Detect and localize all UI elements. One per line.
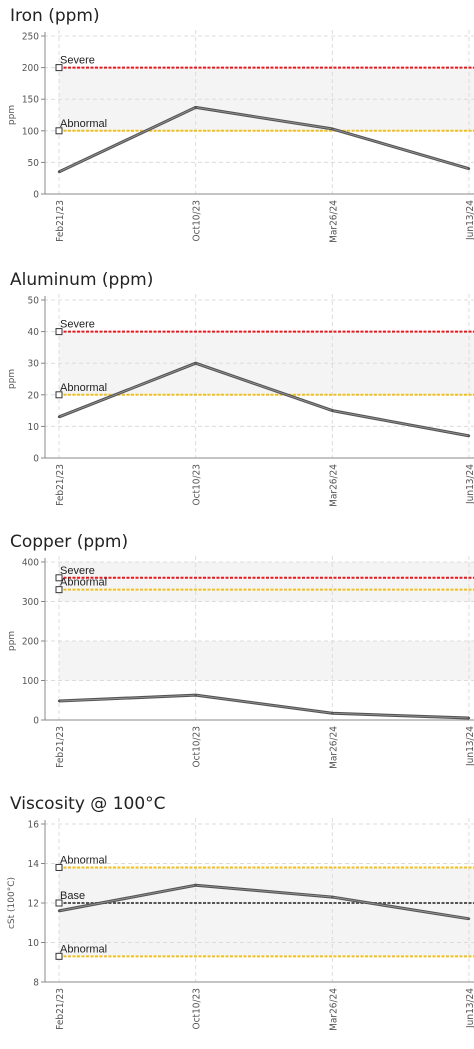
- chart-panel-viscosity: Viscosity @ 100°C 8 10 12 14 16 cSt (100°C) Fe…: [0, 788, 474, 1049]
- data-point: [194, 884, 197, 887]
- x-tick-label: Jun13/24: [465, 464, 474, 505]
- x-tick-label: Jun13/24: [465, 726, 474, 767]
- x-tick-label: Oct10/23: [192, 988, 203, 1029]
- limit-marker: [55, 328, 63, 336]
- y-tick-label: 200: [22, 63, 39, 74]
- data-point: [467, 917, 471, 920]
- data-point: [331, 409, 334, 412]
- x-tick-label: Jun13/24: [465, 988, 474, 1029]
- data-point: [467, 434, 471, 438]
- x-tick-label: Feb21/23: [55, 726, 66, 768]
- y-tick-label: 0: [33, 716, 39, 727]
- y-axis-label: ppm: [7, 369, 17, 389]
- y-tick-label: 50: [28, 158, 40, 169]
- y-tick-label: 150: [22, 95, 39, 106]
- series-line-highlight: [58, 884, 470, 920]
- series-line-highlight: [58, 107, 470, 173]
- limit-label-abnormal: Abnormal: [60, 854, 107, 866]
- limit-marker: [55, 127, 63, 135]
- x-tick-label: Jun13/24: [465, 200, 474, 241]
- data-point: [331, 712, 334, 715]
- y-axis-label: ppm: [7, 631, 17, 651]
- x-tick-label: Mar26/24: [328, 726, 339, 769]
- limit-marker: [55, 586, 63, 594]
- chart-panel-copper: Copper (ppm) 0 100 200 300 400 ppm Feb21/23 Oct…: [0, 526, 474, 788]
- x-tick-label: Oct10/23: [192, 464, 203, 505]
- data-point: [57, 909, 61, 913]
- y-tick-label: 20: [28, 390, 40, 401]
- data-point: [194, 106, 197, 109]
- y-tick-label: 100: [22, 126, 39, 137]
- y-tick-label: 8: [33, 978, 39, 989]
- chart-panel-aluminum: Aluminum (ppm) 0 10 20 30 40 50 ppm Feb21/23 Oct…: [0, 264, 474, 526]
- data-point: [57, 699, 61, 703]
- limit-marker: [55, 952, 63, 960]
- chart-title-viscosity: Viscosity @ 100°C: [10, 794, 166, 814]
- y-tick-label: 50: [28, 296, 40, 307]
- limit-marker: [55, 574, 63, 582]
- y-tick-label: 30: [28, 359, 40, 370]
- x-tick-label: Oct10/23: [192, 200, 203, 241]
- data-point: [57, 415, 61, 419]
- y-tick-label: 200: [22, 637, 39, 648]
- x-tick-label: Feb21/23: [55, 464, 66, 506]
- limit-marker: [55, 64, 63, 72]
- y-tick-label: 14: [28, 859, 40, 870]
- chart-copper: 0 100 200 300 400 ppm Feb21/23 Oct10/23 Mar26/24…: [7, 556, 474, 769]
- plot-band: [59, 641, 474, 681]
- x-tick-label: Mar26/24: [328, 464, 339, 507]
- limit-label-base: Base: [60, 890, 85, 902]
- limit-label-severe: Severe: [60, 319, 95, 331]
- chart-iron: 0 50 100 150 200 250 ppm Feb21/23 Oct10/23 Mar26/…: [7, 30, 474, 243]
- limit-label-abnormal: Abnormal: [60, 943, 107, 955]
- y-tick-label: 400: [22, 558, 39, 569]
- y-tick-label: 12: [28, 899, 39, 910]
- x-tick-label: Mar26/24: [328, 200, 339, 243]
- x-tick-label: Feb21/23: [55, 988, 66, 1030]
- y-tick-label: 0: [33, 190, 39, 201]
- data-point: [194, 362, 197, 365]
- data-point: [331, 895, 334, 899]
- chart-title-iron: Iron (ppm): [10, 6, 100, 26]
- limit-marker: [55, 899, 63, 907]
- limit-marker: [55, 863, 63, 871]
- chart-viscosity: 8 10 12 14 16 cSt (100°C) Feb21/23 Oct10/23 Mar2…: [7, 818, 474, 1031]
- y-tick-label: 100: [22, 676, 39, 687]
- chart-title-aluminum: Aluminum (ppm): [10, 270, 154, 290]
- plot-band: [59, 867, 474, 957]
- data-point: [467, 716, 471, 720]
- limit-label-severe: Severe: [60, 565, 95, 577]
- y-tick-label: 0: [33, 454, 39, 465]
- data-point: [467, 167, 471, 170]
- chart-aluminum: 0 10 20 30 40 50 ppm Feb21/23 Oct10/23 Mar26/24 Ju…: [7, 294, 474, 507]
- series-line-highlight: [58, 362, 470, 437]
- chart-title-copper: Copper (ppm): [10, 532, 129, 552]
- data-point: [331, 127, 334, 131]
- y-tick-label: 10: [28, 938, 40, 949]
- chart-panel-iron: Iron (ppm) 0 50 100 150 200 250 ppm Feb21/23 Oct…: [0, 0, 474, 262]
- x-tick-label: Mar26/24: [328, 988, 339, 1031]
- y-tick-label: 40: [28, 327, 40, 338]
- y-tick-label: 250: [22, 32, 39, 43]
- y-tick-label: 16: [28, 820, 40, 831]
- plot-band: [59, 562, 474, 602]
- data-point: [194, 693, 197, 697]
- y-tick-label: 10: [28, 422, 40, 433]
- limit-label-abnormal: Abnormal: [60, 118, 107, 130]
- series-line-highlight: [58, 694, 470, 719]
- y-axis-label: cSt (100°C): [7, 877, 17, 929]
- limit-label-abnormal: Abnormal: [60, 382, 107, 394]
- limit-marker: [55, 391, 63, 399]
- y-axis-label: ppm: [7, 105, 17, 125]
- x-tick-label: Oct10/23: [192, 726, 203, 767]
- data-point: [57, 170, 61, 174]
- x-tick-label: Feb21/23: [55, 200, 66, 242]
- limit-label-abnormal: Abnormal: [60, 577, 107, 589]
- y-tick-label: 300: [22, 597, 39, 608]
- limit-label-severe: Severe: [60, 55, 95, 67]
